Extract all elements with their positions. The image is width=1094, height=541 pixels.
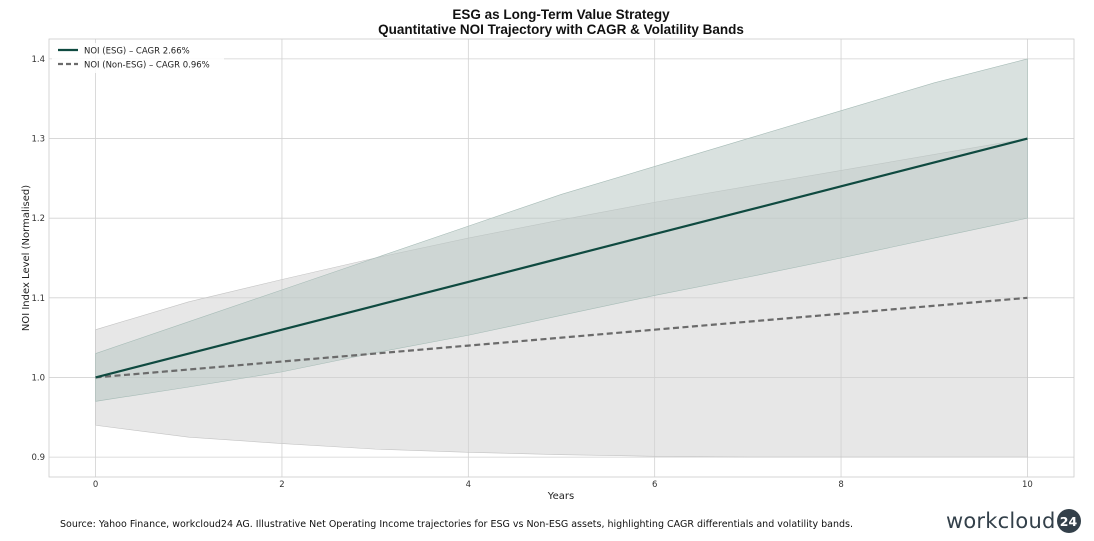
x-tick-label-1: 2 [279,480,284,490]
legend-box [52,43,224,73]
y-tick-label-3: 1.2 [31,214,45,224]
line-esg [95,137,1028,379]
legend-label-esg: NOI (ESG) – CAGR 2.66% [84,47,190,57]
brand-name: workcloud [946,509,1056,533]
volatility-bands [95,58,1028,458]
x-tick-label-5: 10 [1022,480,1033,490]
tick-labels: 0 2 4 6 8 10 0.9 1.0 1.1 1.2 1.3 1.4 [31,55,1032,490]
y-tick-label-4: 1.3 [31,135,45,145]
y-tick-label-2: 1.1 [31,294,45,304]
legend: NOI (ESG) – CAGR 2.66% NOI (Non-ESG) – C… [52,43,224,73]
chart-subtitle: Quantitative NOI Trajectory with CAGR & … [378,22,744,37]
y-tick-label-0: 0.9 [31,453,45,463]
chart-title: ESG as Long-Term Value Strategy [452,7,670,22]
series-lines [95,137,1028,379]
source-note: Source: Yahoo Finance, workcloud24 AG. I… [60,519,854,530]
brand-logo: workcloud 24 [946,509,1081,533]
legend-label-non-esg: NOI (Non-ESG) – CAGR 0.96% [84,61,210,71]
y-tick-label-1: 1.0 [31,373,45,383]
x-axis-label: Years [547,491,574,502]
band-esg [95,58,1028,402]
x-tick-label-2: 4 [466,480,471,490]
x-tick-label-3: 6 [652,480,657,490]
axes [48,38,1075,478]
y-tick-label-5: 1.4 [31,55,45,65]
brand-badge: 24 [1056,509,1081,533]
y-axis-label: NOI Index Level (Normalised) [21,185,32,331]
x-tick-label-0: 0 [93,480,98,490]
line-non-esg [95,296,1028,379]
x-tick-label-4: 8 [838,480,843,490]
plot-frame [48,38,1075,478]
